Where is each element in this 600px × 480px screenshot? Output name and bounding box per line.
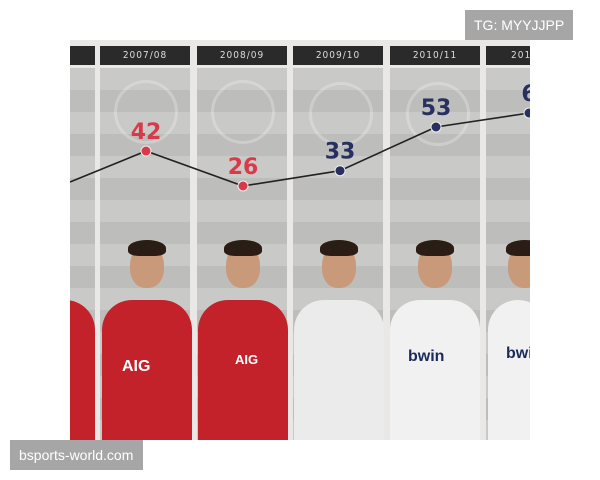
data-label: 6 bbox=[521, 82, 530, 107]
data-point bbox=[140, 145, 152, 157]
season-header: 2008/09 bbox=[197, 46, 287, 65]
data-point bbox=[523, 107, 530, 119]
data-label: 42 bbox=[131, 120, 162, 145]
watermark-bottom: bsports-world.com bbox=[10, 440, 144, 470]
man-utd-crest bbox=[114, 80, 178, 144]
data-label: 53 bbox=[421, 96, 452, 121]
season-header: 2007/08 bbox=[100, 46, 190, 65]
data-label: 26 bbox=[228, 155, 259, 180]
data-label: 33 bbox=[325, 140, 356, 165]
season-header: 201 bbox=[486, 46, 530, 65]
data-point bbox=[430, 121, 442, 133]
series-line bbox=[70, 112, 530, 187]
real-madrid-crest bbox=[406, 82, 470, 146]
season-header: 2010/11 bbox=[390, 46, 480, 65]
data-point bbox=[334, 165, 346, 177]
season-header: 2009/10 bbox=[293, 46, 383, 65]
real-madrid-crest bbox=[309, 82, 373, 146]
goals-line-chart: 42 26 33 53 6 bbox=[70, 82, 530, 192]
man-utd-crest bbox=[211, 80, 275, 144]
season-header bbox=[70, 46, 95, 65]
infographic: 2007/08 2008/09 2009/10 2010/11 201 AIG … bbox=[70, 40, 530, 440]
watermark-top: TG: MYYJJPP bbox=[465, 10, 574, 40]
data-point bbox=[237, 180, 249, 192]
